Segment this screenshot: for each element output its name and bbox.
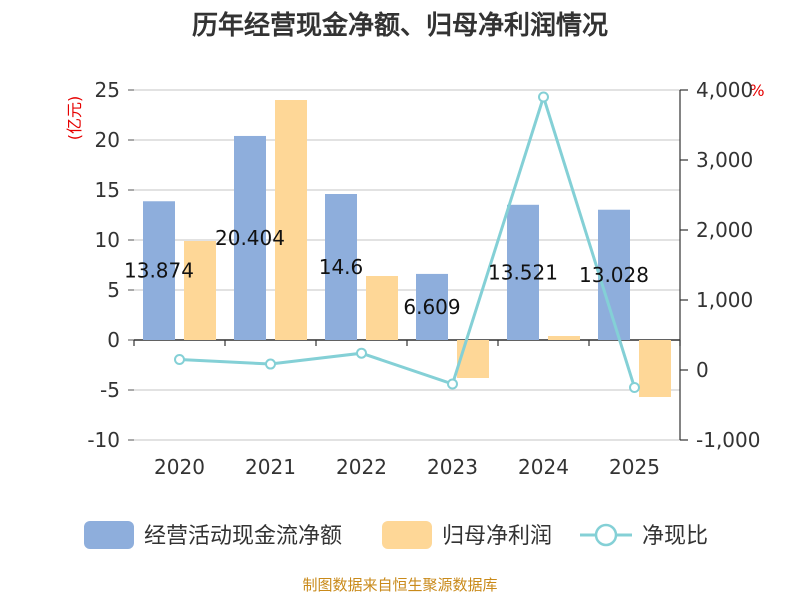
net-cash-ratio-point: [538, 91, 549, 103]
bar-net-profit: [275, 100, 307, 340]
right-axis-unit: %: [749, 81, 764, 100]
data-labels: 13.874 20.404 14.6 6.609 13.521 13.028: [124, 226, 649, 319]
left-tick-label: 25: [95, 78, 120, 102]
bar-net-profit: [184, 241, 216, 340]
axes: -10-50510152025-1,00001,0002,0003,0004,0…: [87, 78, 760, 479]
legend-label-net-cash-ratio: 净现比: [642, 524, 708, 549]
left-tick-label: 0: [107, 328, 120, 352]
bar-net-profit: [366, 276, 398, 340]
net-cash-ratio-point: [629, 382, 640, 393]
bar-net-profit: [457, 340, 489, 378]
bar-operating-cash-flow: [143, 201, 175, 340]
data-label: 14.6: [319, 255, 364, 279]
net-cash-ratio-point: [356, 347, 367, 359]
left-tick-label: 15: [95, 178, 120, 202]
legend-label-net-profit: 归母净利润: [442, 524, 552, 549]
legend-swatch-net-profit: [382, 521, 432, 549]
legend-label-operating-cash-flow: 经营活动现金流净额: [144, 524, 342, 549]
bar-operating-cash-flow: [507, 204, 539, 340]
x-tick-label: 2023: [427, 455, 478, 479]
x-tick-label: 2024: [518, 455, 569, 479]
left-tick-label: 20: [95, 128, 120, 152]
left-tick-label: 10: [95, 228, 120, 252]
line-series: [174, 91, 640, 393]
net-cash-ratio-point: [447, 378, 458, 390]
left-tick-label: -10: [87, 428, 120, 452]
right-tick-label: -1,000: [696, 428, 760, 452]
right-tick-label: 3,000: [696, 148, 753, 172]
net-cash-ratio-line: [179, 92, 636, 388]
net-cash-ratio-point: [265, 358, 276, 370]
bar-series: [143, 100, 671, 397]
source-note: 制图数据来自恒生聚源数据库: [302, 576, 497, 594]
x-tick-label: 2022: [336, 455, 387, 479]
left-tick-label: -5: [100, 378, 120, 402]
right-tick-label: 4,000: [696, 78, 753, 102]
x-tick-label: 2021: [245, 455, 296, 479]
data-label: 20.404: [215, 226, 285, 250]
legend: 经营活动现金流净额 归母净利润 净现比: [84, 521, 708, 549]
data-label: 13.028: [579, 263, 649, 287]
bar-net-profit: [639, 340, 671, 397]
data-label: 13.874: [124, 259, 194, 283]
chart-title: 历年经营现金净额、归母净利润情况: [192, 10, 608, 41]
legend-swatch-operating-cash-flow: [84, 521, 134, 549]
bar-operating-cash-flow: [325, 194, 357, 340]
left-axis-unit: (亿元): [65, 96, 84, 141]
data-label: 13.521: [488, 260, 558, 284]
left-tick-label: 5: [107, 278, 120, 302]
data-label: 6.609: [403, 295, 460, 319]
bar-operating-cash-flow: [416, 273, 448, 340]
x-tick-label: 2020: [154, 455, 205, 479]
legend-marker-net-cash-ratio: [594, 523, 618, 547]
bar-operating-cash-flow: [234, 135, 266, 340]
right-tick-label: 2,000: [696, 218, 753, 242]
bar-net-profit: [548, 336, 580, 340]
x-tick-label: 2025: [609, 455, 660, 479]
net-cash-ratio-point: [174, 354, 185, 365]
right-tick-label: 0: [696, 358, 709, 382]
right-tick-label: 1,000: [696, 288, 753, 312]
